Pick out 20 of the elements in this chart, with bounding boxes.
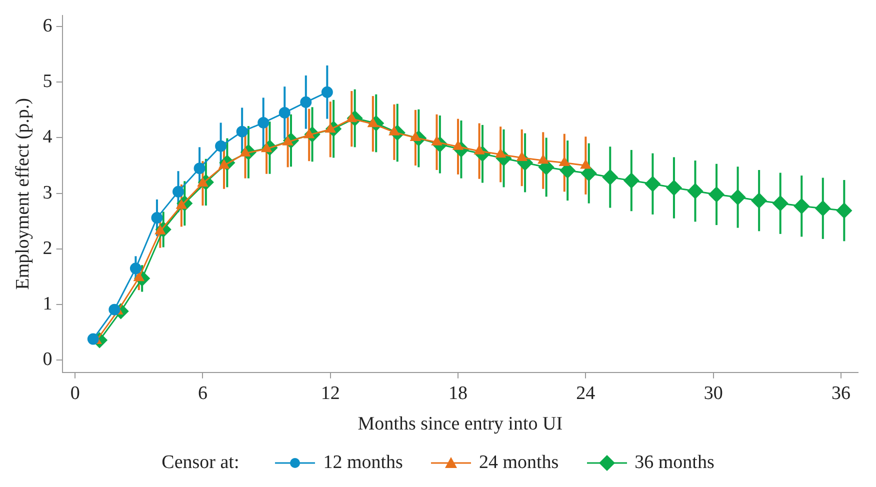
y-tick-label: 0: [42, 349, 52, 370]
x-tick-label: 30: [704, 382, 723, 404]
legend-label: 12 months: [323, 452, 403, 474]
y-tick-label: 3: [42, 182, 52, 204]
legend-label: 24 months: [478, 452, 559, 474]
x-tick-label: 24: [576, 382, 596, 404]
y-tick-label: 2: [42, 238, 52, 259]
x-tick-label: 0: [70, 382, 80, 404]
y-tick-label: 4: [42, 126, 53, 148]
x-axis-title: Months since entry into UI: [358, 414, 563, 435]
x-tick-label: 36: [831, 382, 850, 404]
x-tick-label: 6: [198, 382, 208, 404]
y-axis-title: Employment effect (p.p.): [12, 98, 34, 290]
y-tick-label: 1: [42, 294, 52, 315]
x-tick-label: 12: [320, 382, 340, 404]
y-tick-label: 5: [42, 71, 52, 92]
x-tick-label: 18: [448, 382, 468, 404]
y-tick-label: 6: [42, 16, 52, 37]
legend-label: 36 months: [634, 452, 714, 474]
legend-title: Censor at:: [162, 452, 240, 474]
